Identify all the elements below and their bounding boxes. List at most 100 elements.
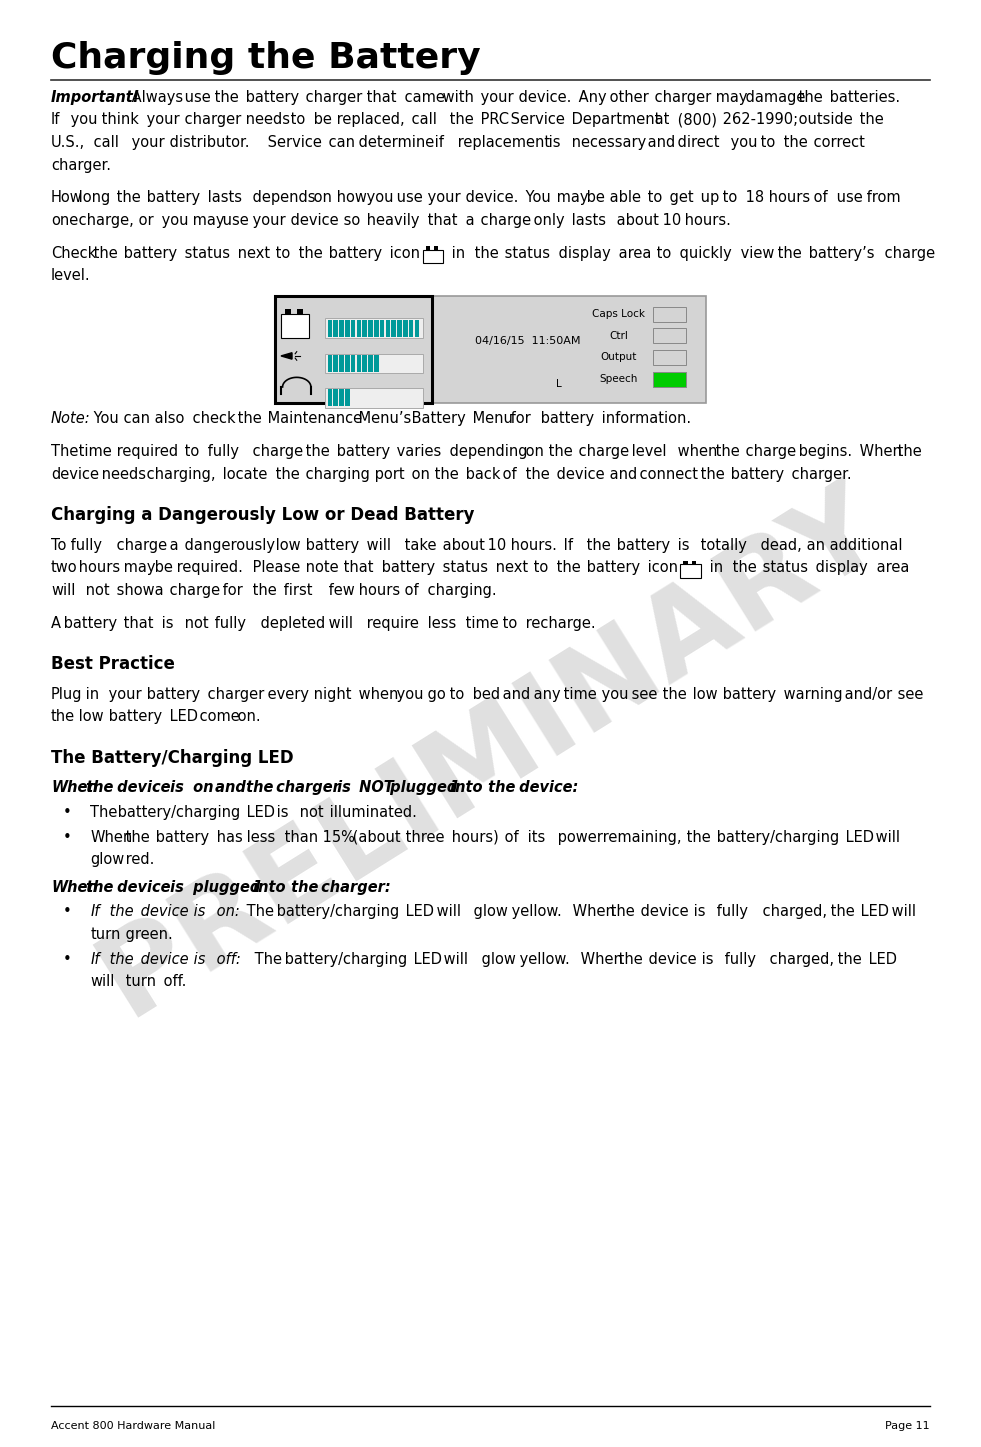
Text: in: in: [447, 246, 466, 260]
Text: charger.: charger.: [787, 466, 852, 482]
Text: may: may: [187, 213, 224, 229]
Text: charger: charger: [650, 90, 711, 104]
Bar: [339, 320, 344, 337]
Bar: [426, 246, 430, 249]
Text: charged,: charged,: [757, 904, 827, 919]
Text: remaining,: remaining,: [598, 829, 682, 845]
Text: charger: charger: [180, 113, 241, 127]
Text: If: If: [90, 952, 100, 967]
Text: PRELIMINARY: PRELIMINARY: [79, 466, 902, 1039]
Text: your: your: [104, 687, 141, 702]
Text: hours.: hours.: [681, 213, 731, 229]
Text: level.: level.: [51, 268, 90, 284]
Text: charger:: charger:: [317, 880, 391, 894]
Text: an: an: [801, 538, 825, 553]
Text: the: the: [826, 904, 854, 919]
Text: If: If: [90, 904, 100, 919]
Text: the: the: [728, 560, 756, 576]
Text: of: of: [400, 583, 419, 598]
Text: come: come: [195, 709, 239, 724]
Text: to: to: [718, 191, 738, 205]
Text: When: When: [90, 829, 132, 845]
Text: the: the: [248, 583, 277, 598]
Text: the: the: [431, 466, 459, 482]
Text: locate: locate: [218, 466, 267, 482]
Text: device: device: [637, 904, 689, 919]
Text: charger: charger: [271, 780, 339, 796]
Text: will: will: [362, 538, 391, 553]
Text: that: that: [423, 213, 457, 229]
Text: red.: red.: [121, 852, 154, 867]
Bar: [692, 561, 697, 564]
Text: on: on: [407, 466, 431, 482]
Text: batteries.: batteries.: [824, 90, 900, 104]
Text: fully: fully: [203, 444, 238, 459]
Text: charge: charge: [741, 444, 797, 459]
Text: not: not: [81, 583, 110, 598]
Text: you: you: [362, 191, 393, 205]
Text: The: The: [242, 904, 274, 919]
Text: when: when: [673, 444, 717, 459]
Text: PRC: PRC: [476, 113, 509, 127]
Bar: [374, 355, 379, 372]
Text: •: •: [63, 904, 72, 919]
Text: Menu: Menu: [468, 411, 513, 427]
Text: direct: direct: [673, 135, 719, 150]
Text: the: the: [484, 780, 516, 796]
Bar: [681, 564, 700, 577]
Bar: [339, 355, 344, 372]
Text: Charging the Battery: Charging the Battery: [51, 41, 481, 74]
Text: to: to: [180, 444, 199, 459]
Text: LED: LED: [856, 904, 889, 919]
Text: you: you: [597, 687, 629, 702]
Text: additional: additional: [824, 538, 902, 553]
Text: not: not: [180, 615, 209, 631]
Text: battery: battery: [718, 687, 777, 702]
Text: that: that: [339, 560, 374, 576]
Text: Speech: Speech: [599, 375, 638, 385]
Text: icon: icon: [385, 246, 420, 260]
Text: begins.: begins.: [795, 444, 852, 459]
Text: device.: device.: [514, 90, 571, 104]
Bar: [325, 353, 423, 373]
Text: for: for: [218, 583, 242, 598]
Text: area: area: [614, 246, 651, 260]
Text: than: than: [280, 829, 318, 845]
Text: on:: on:: [212, 904, 239, 919]
Text: a: a: [149, 583, 163, 598]
Text: depending: depending: [445, 444, 528, 459]
Text: charge: charge: [248, 444, 303, 459]
Bar: [334, 320, 338, 337]
Text: the: the: [445, 113, 474, 127]
Text: Service: Service: [263, 135, 322, 150]
Text: your: your: [142, 113, 180, 127]
Text: the: the: [293, 246, 323, 260]
Text: use: use: [218, 213, 248, 229]
Text: get: get: [665, 191, 694, 205]
Text: the: the: [854, 113, 884, 127]
Text: battery/charging: battery/charging: [273, 904, 399, 919]
Text: will: will: [324, 615, 353, 631]
Text: If: If: [51, 113, 61, 127]
Text: two: two: [51, 560, 77, 576]
Bar: [351, 355, 355, 372]
Text: note: note: [301, 560, 338, 576]
Text: your: your: [476, 90, 513, 104]
Text: Battery: Battery: [407, 411, 466, 427]
Text: to: to: [271, 246, 290, 260]
Text: area: area: [872, 560, 909, 576]
Text: first: first: [279, 583, 312, 598]
Bar: [285, 310, 291, 314]
Text: Important!: Important!: [51, 90, 140, 104]
Text: able: able: [604, 191, 641, 205]
Text: is: is: [273, 805, 288, 820]
Text: Menu’s: Menu’s: [354, 411, 412, 427]
Text: the: the: [606, 904, 635, 919]
Text: time: time: [460, 615, 498, 631]
Text: night: night: [309, 687, 351, 702]
Text: 10: 10: [657, 213, 681, 229]
Text: The: The: [249, 952, 282, 967]
Text: How: How: [51, 191, 82, 205]
Text: bed: bed: [468, 687, 500, 702]
Text: next: next: [233, 246, 270, 260]
